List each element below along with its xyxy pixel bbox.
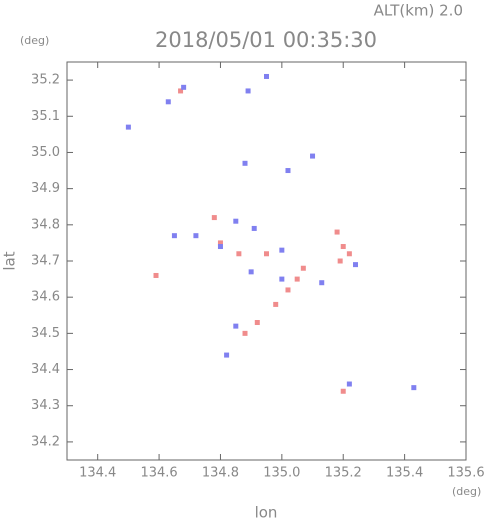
echo-point: [285, 287, 291, 293]
echo-point: [245, 88, 251, 94]
echo-point: [251, 225, 257, 231]
echo-point: [217, 244, 223, 250]
echo-point: [273, 301, 279, 307]
y-axis-label: lat: [1, 251, 19, 270]
echo-point: [254, 320, 260, 326]
x-tick-label: 135.2: [325, 466, 362, 481]
echo-point: [411, 385, 417, 391]
y-tick-label: 35.2: [31, 73, 60, 88]
echo-point: [337, 258, 343, 264]
echo-point: [294, 276, 300, 282]
echo-point: [279, 276, 285, 282]
y-tick-label: 34.6: [31, 290, 60, 305]
y-tick-label: 34.9: [31, 181, 60, 196]
echo-point: [242, 160, 248, 166]
y-tick-label: 34.7: [31, 254, 60, 269]
x-tick-label: 134.6: [140, 466, 177, 481]
echo-point: [233, 218, 239, 224]
echo-point: [340, 388, 346, 394]
echo-point: [279, 247, 285, 253]
echo-point: [248, 269, 254, 275]
echo-point: [193, 233, 199, 239]
y-tick-label: 34.5: [31, 326, 60, 341]
echo-point: [211, 215, 217, 221]
y-tick-label: 34.2: [31, 434, 60, 449]
echo-point: [171, 233, 177, 239]
echo-point: [181, 84, 187, 90]
echo-point: [233, 323, 239, 329]
echo-point: [153, 272, 159, 278]
echo-point: [224, 352, 230, 358]
echo-point: [178, 88, 184, 94]
altitude-label: ALT(km) 2.0: [374, 2, 463, 20]
echo-point: [300, 265, 306, 271]
echo-point: [353, 262, 359, 268]
echo-point: [217, 240, 223, 246]
y-tick-label: 34.8: [31, 217, 60, 232]
x-axis-label: lon: [255, 504, 278, 521]
y-tick-label: 34.4: [31, 362, 60, 377]
echo-point: [125, 124, 131, 130]
y-tick-label: 34.3: [31, 398, 60, 413]
x-tick-label: 135.0: [263, 466, 300, 481]
plot-frame: [66, 61, 467, 461]
echo-point: [264, 73, 269, 79]
y-tick-label: 35.0: [31, 145, 60, 160]
echo-point: [319, 280, 325, 286]
x-tick-label: 135.6: [447, 466, 484, 481]
echo-point: [340, 244, 346, 250]
x-unit: (deg): [452, 485, 481, 498]
chart-title: 2018/05/01 00:35:30: [155, 28, 377, 52]
echo-point: [242, 330, 248, 336]
echo-point: [346, 251, 352, 257]
echo-point: [334, 229, 340, 235]
echo-point: [236, 251, 242, 257]
echo-point: [165, 99, 171, 105]
y-tick-label: 35.1: [31, 109, 60, 124]
echo-point: [346, 381, 352, 387]
x-tick-label: 135.4: [386, 466, 423, 481]
echo-point: [285, 168, 291, 174]
x-tick-label: 134.8: [202, 466, 239, 481]
echo-point: [264, 251, 269, 257]
y-unit: (deg): [20, 34, 49, 47]
x-tick-label: 134.4: [79, 466, 116, 481]
echo-point: [310, 153, 316, 159]
